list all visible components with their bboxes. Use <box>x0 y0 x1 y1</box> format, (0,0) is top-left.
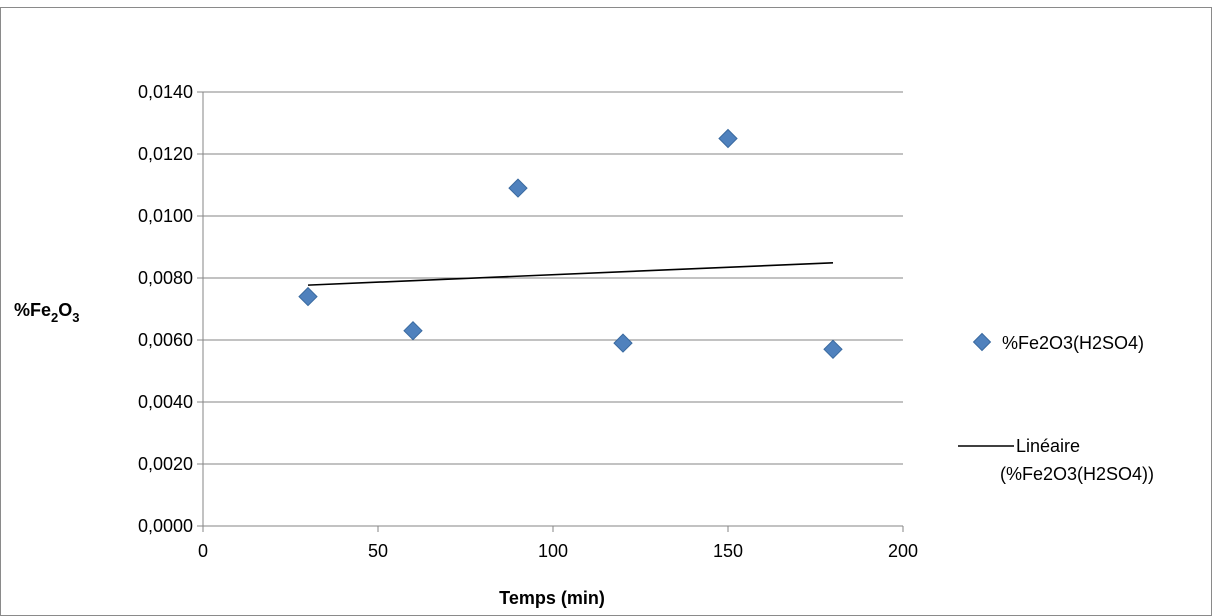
legend: %Fe2O3(H2SO4) Linéaire (%Fe2O3(H2SO4)) <box>958 332 1154 484</box>
x-tick-label: 50 <box>368 541 388 561</box>
x-tick-label: 100 <box>538 541 568 561</box>
legend-label-series: %Fe2O3(H2SO4) <box>1002 333 1144 353</box>
x-tick-label: 200 <box>888 541 918 561</box>
data-point <box>298 286 318 307</box>
x-axis-title: Temps (min) <box>499 588 605 608</box>
data-points <box>298 128 843 360</box>
data-point <box>403 320 423 341</box>
legend-label-trendline-2: (%Fe2O3(H2SO4)) <box>1000 464 1154 484</box>
y-tick-label: 0,0140 <box>138 82 193 102</box>
x-tick-label: 0 <box>198 541 208 561</box>
legend-marker-series <box>972 332 992 352</box>
x-tick-labels: 0 50 100 150 200 <box>198 541 918 561</box>
y-tick-label: 0,0020 <box>138 454 193 474</box>
gridlines <box>203 91 903 465</box>
y-tick-label: 0,0040 <box>138 392 193 412</box>
y-tick-label: 0,0120 <box>138 144 193 164</box>
data-point <box>718 128 738 149</box>
y-tick-label: 0,0080 <box>138 268 193 288</box>
y-axis-title: %Fe2O3 <box>14 300 80 325</box>
linear-trendline <box>307 262 834 286</box>
legend-label-trendline-1: Linéaire <box>1016 436 1080 456</box>
y-tick-label: 0,0100 <box>138 206 193 226</box>
x-tick-label: 150 <box>713 541 743 561</box>
data-point <box>823 339 843 360</box>
axes <box>197 91 904 532</box>
data-point <box>613 333 633 353</box>
chart-frame <box>0 7 1212 616</box>
y-tick-label: 0,0000 <box>138 516 193 536</box>
data-point <box>508 178 528 198</box>
y-tick-labels: 0,0000 0,0020 0,0040 0,0060 0,0080 0,0100 0,01… <box>138 82 193 536</box>
y-tick-label: 0,0060 <box>138 330 193 350</box>
